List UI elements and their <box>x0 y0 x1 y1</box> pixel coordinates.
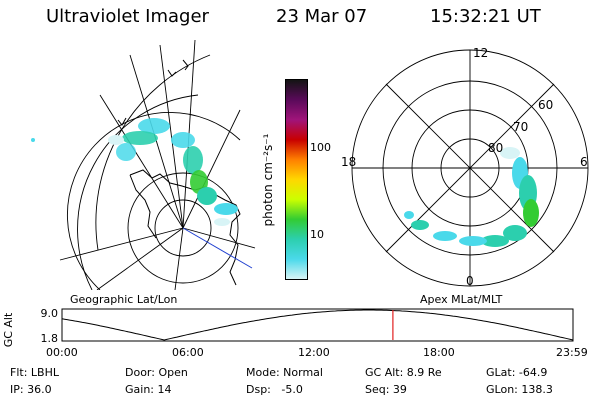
timeline-tick-4: 23:59 <box>556 346 588 359</box>
lat-label-80: 80 <box>488 141 503 155</box>
timeline-ymin: 1.8 <box>41 332 59 345</box>
time-label: 15:32:21 UT <box>430 6 541 27</box>
glat-info: GLat: -64.9 <box>486 366 548 379</box>
mlt-label-18: 18 <box>341 155 356 169</box>
filter-info: Flt: LBHL <box>10 366 59 379</box>
instrument-title: Ultraviolet Imager <box>46 6 209 27</box>
geo-aurora <box>31 118 238 226</box>
mlt-label-0: 0 <box>466 274 474 288</box>
geographic-map <box>31 39 256 290</box>
polar-aurora <box>404 147 539 247</box>
colorbar <box>285 79 308 280</box>
colorbar-tick-100: 100 <box>310 141 331 154</box>
colorbar-tick-10: 10 <box>310 228 324 241</box>
lat-label-70: 70 <box>513 120 528 134</box>
timeline-tick-2: 12:00 <box>298 346 330 359</box>
timeline-plot: GC Alt 9.0 1.8 <box>2 307 574 347</box>
colorbar-label: photon cm⁻²s⁻¹ <box>261 133 275 227</box>
timeline-tick-1: 06:00 <box>172 346 204 359</box>
glon-info: GLon: 138.3 <box>486 383 553 396</box>
polar-map-caption: Apex MLat/MLT <box>420 293 503 306</box>
timeline-ylabel: GC Alt <box>2 312 15 347</box>
mode-info: Mode: Normal <box>246 366 323 379</box>
seq-info: Seq: 39 <box>365 383 407 396</box>
gain-info: Gain: 14 <box>125 383 172 396</box>
timeline-tick-3: 18:00 <box>423 346 455 359</box>
mlt-label-12: 12 <box>473 46 488 60</box>
timeline-ymax: 9.0 <box>41 307 59 320</box>
dsp-info: Dsp: -5.0 <box>246 383 303 396</box>
ip-info: IP: 36.0 <box>10 383 52 396</box>
polar-map: 12 18 6 0 60 70 80 <box>341 46 589 288</box>
date-label: 23 Mar 07 <box>276 6 368 27</box>
lat-label-60: 60 <box>538 98 553 112</box>
gc-alt-info: GC Alt: 8.9 Re <box>365 366 442 379</box>
geo-map-caption: Geographic Lat/Lon <box>70 293 178 306</box>
timeline-tick-0: 00:00 <box>46 346 78 359</box>
mlt-label-6: 6 <box>580 155 588 169</box>
door-info: Door: Open <box>125 366 188 379</box>
